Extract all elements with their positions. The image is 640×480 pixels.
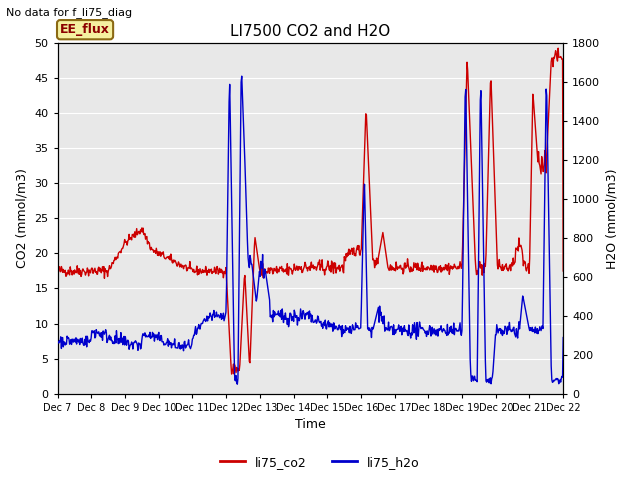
X-axis label: Time: Time bbox=[295, 418, 326, 431]
Y-axis label: CO2 (mmol/m3): CO2 (mmol/m3) bbox=[16, 168, 29, 268]
Y-axis label: H2O (mmol/m3): H2O (mmol/m3) bbox=[606, 168, 619, 269]
Title: LI7500 CO2 and H2O: LI7500 CO2 and H2O bbox=[230, 24, 390, 39]
Text: No data for f_li75_diag: No data for f_li75_diag bbox=[6, 7, 132, 18]
Text: EE_flux: EE_flux bbox=[60, 23, 110, 36]
Legend: li75_co2, li75_h2o: li75_co2, li75_h2o bbox=[215, 451, 425, 474]
